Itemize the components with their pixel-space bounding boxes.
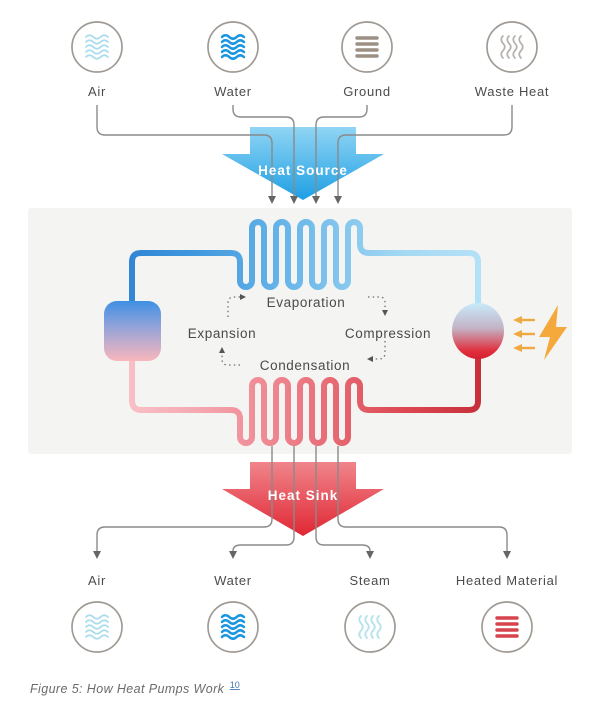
evaporator-coil-pipe — [129, 219, 481, 307]
source-label: Waste Heat — [475, 84, 549, 99]
condensation-label: Condensation — [260, 358, 351, 373]
heat-sink-label: Heat Sink — [268, 488, 339, 503]
connector-wasteheat-to-source — [337, 105, 513, 196]
power-arrowhead-icon — [513, 330, 522, 338]
output-label: Air — [88, 573, 106, 588]
connector-sink-to-air — [96, 446, 273, 551]
arrowhead-down-icon — [229, 551, 237, 559]
output-circle — [344, 601, 396, 653]
cycle-arrowhead-icon — [382, 310, 388, 316]
power-arrowhead-icon — [513, 316, 522, 324]
cycle-arrowhead-icon — [219, 347, 225, 353]
compressor — [452, 303, 504, 359]
connector-sink-to-water — [232, 446, 295, 552]
source-circle — [207, 21, 259, 73]
output-circle — [71, 601, 123, 653]
cycle-arrowhead-icon — [367, 356, 373, 362]
source-node-ground: Ground — [341, 21, 393, 99]
expansion-valve — [104, 301, 161, 361]
source-label: Water — [214, 84, 252, 99]
heat-source-label: Heat Source — [258, 163, 348, 178]
heat-sources-row: Heat Source Air Water Ground Waste Heat — [71, 21, 549, 204]
connector-water-to-source — [232, 105, 295, 196]
arrowhead-down-icon — [334, 196, 342, 204]
caption-footnote-link[interactable]: 10 — [230, 680, 240, 690]
evaporation-label: Evaporation — [267, 295, 346, 310]
condenser-coil-pipe — [129, 354, 481, 446]
output-label: Steam — [349, 573, 390, 588]
arrowhead-down-icon — [290, 196, 298, 204]
power-arrowhead-icon — [513, 344, 522, 352]
output-circle — [481, 601, 533, 653]
arrowhead-down-icon — [93, 551, 101, 559]
compression-label: Compression — [345, 326, 431, 341]
output-node-water: Water — [207, 573, 259, 653]
source-label: Ground — [343, 84, 391, 99]
caption-text: Figure 5: How Heat Pumps Work — [30, 682, 225, 696]
source-circle — [486, 21, 538, 73]
source-node-water: Water — [207, 21, 259, 99]
output-node-steam: Steam — [344, 573, 396, 653]
source-circle — [71, 21, 123, 73]
arrowhead-down-icon — [503, 551, 511, 559]
arrowhead-down-icon — [312, 196, 320, 204]
output-node-air: Air — [71, 573, 123, 653]
connector-sink-to-material — [337, 446, 508, 551]
arrowhead-down-icon — [366, 551, 374, 559]
heat-sink-row: Heat Sink Air Water Steam Heated Materia… — [71, 446, 558, 653]
output-label: Water — [214, 573, 252, 588]
heat-source-arrow — [222, 127, 384, 200]
heat-pump-panel — [28, 208, 572, 454]
lightning-bolt-icon — [539, 305, 567, 360]
output-label: Heated Material — [456, 573, 558, 588]
output-node-material: Heated Material — [456, 573, 558, 653]
source-node-air: Air — [71, 21, 123, 99]
source-node-wasteheat: Waste Heat — [475, 21, 549, 99]
connector-sink-to-steam — [315, 446, 371, 552]
expansion-label: Expansion — [188, 326, 256, 341]
cycle-arrowhead-icon — [240, 294, 246, 300]
refrigerant-loop — [104, 219, 567, 446]
connector-air-to-source — [96, 105, 273, 196]
output-circle — [207, 601, 259, 653]
source-circle — [341, 21, 393, 73]
connector-ground-to-source — [315, 105, 368, 196]
arrowhead-down-icon — [268, 196, 276, 204]
cycle-labels: Evaporation Expansion Compression Conden… — [188, 294, 431, 373]
figure-caption: Figure 5: How Heat Pumps Work 10 — [30, 680, 240, 697]
heat-sink-arrow — [222, 462, 384, 536]
source-label: Air — [88, 84, 106, 99]
